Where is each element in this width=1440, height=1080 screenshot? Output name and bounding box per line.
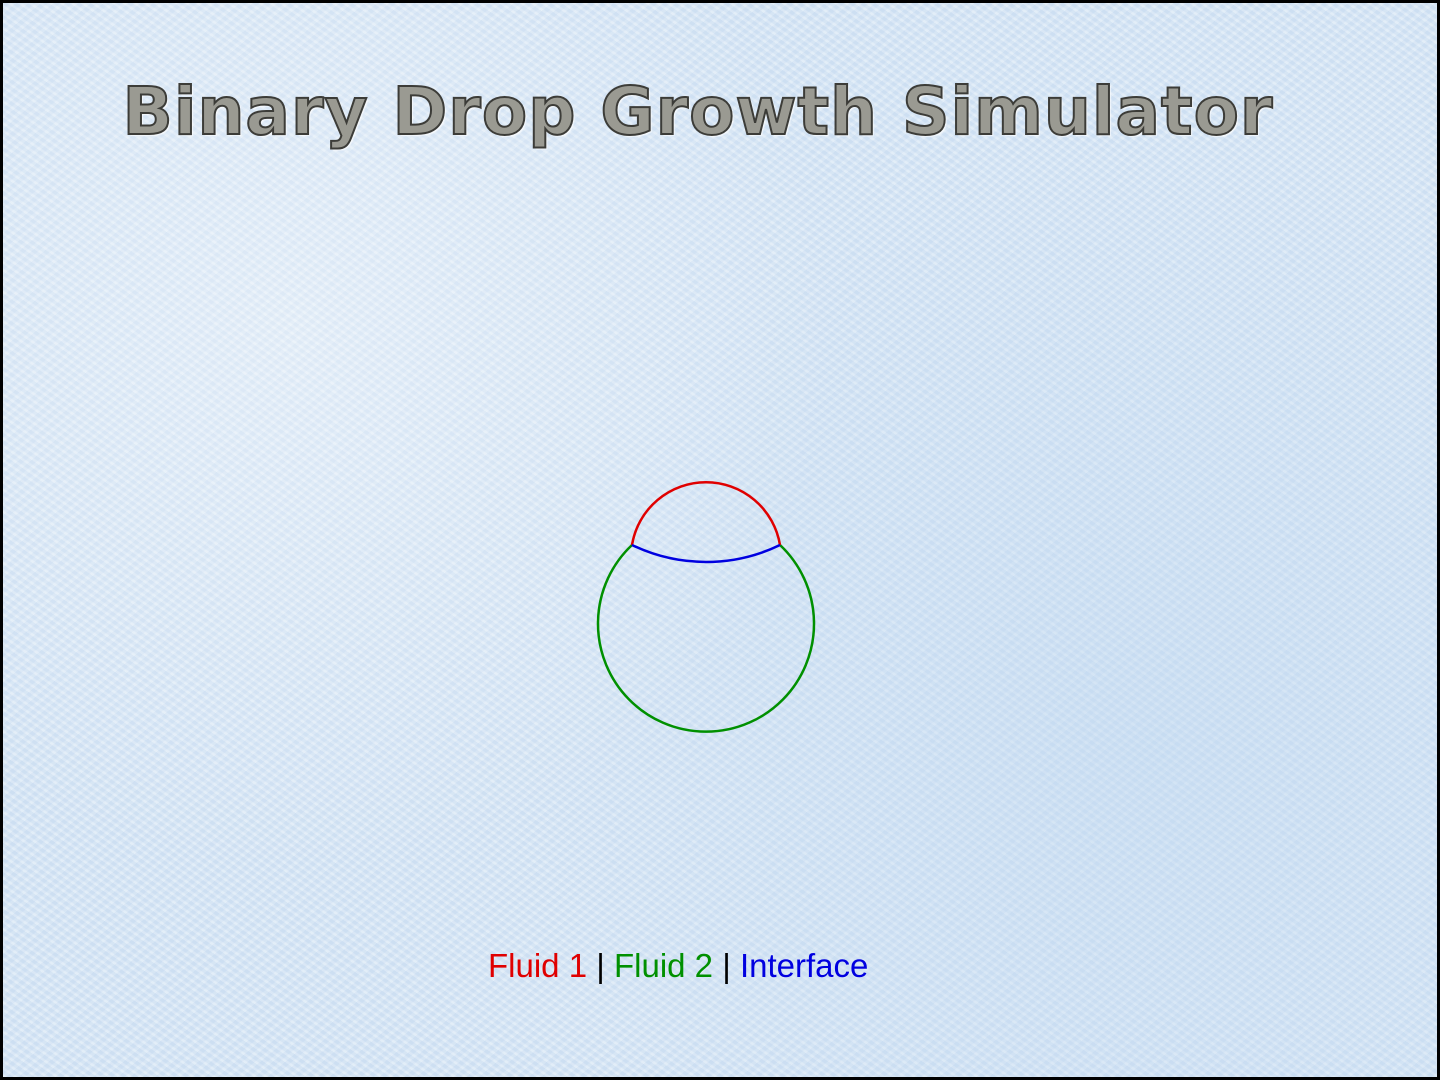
legend-interface: Interface <box>739 947 869 984</box>
legend-separator: | <box>587 947 614 984</box>
drop-drawing <box>596 480 816 733</box>
page-title: Binary Drop Growth Simulator <box>122 72 1274 151</box>
legend-separator: | <box>713 947 740 984</box>
legend-fluid1: Fluid 1 <box>488 947 588 984</box>
legend: Fluid 1 | Fluid 2 | Interface <box>488 947 868 985</box>
fluid2-arc <box>596 544 816 733</box>
legend-fluid2: Fluid 2 <box>613 947 714 984</box>
fluid1-arc <box>630 480 782 546</box>
interface-arc <box>631 543 781 564</box>
simulator-canvas: Binary Drop Growth Simulator Fluid 1 | F… <box>3 3 1437 1077</box>
